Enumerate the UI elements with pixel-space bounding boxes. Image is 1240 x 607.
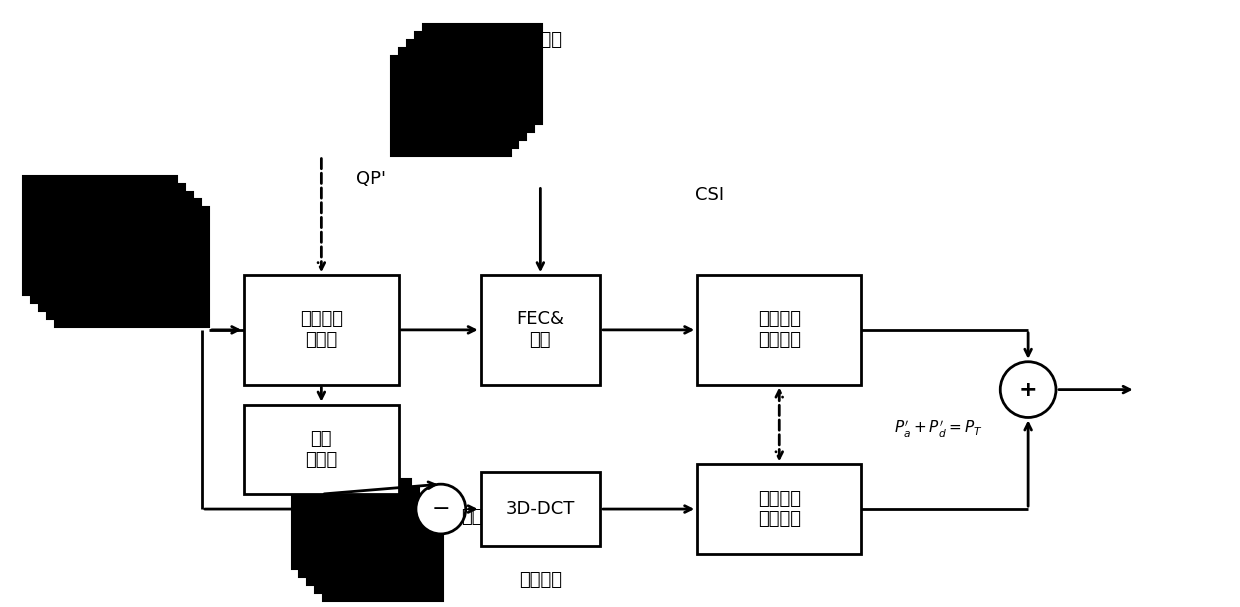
Text: 模拟信号
功率控制: 模拟信号 功率控制 [758, 490, 801, 529]
Bar [31, 183, 185, 303]
Bar [481, 275, 600, 385]
Bar [38, 192, 193, 311]
Text: 数字信号
功率控制: 数字信号 功率控制 [758, 310, 801, 349]
Bar [423, 24, 542, 124]
Text: FEC&
调制: FEC& 调制 [516, 310, 564, 349]
Bar [315, 503, 435, 592]
Bar [697, 275, 862, 385]
Bar [308, 495, 427, 585]
Text: 视频压缩
编码器: 视频压缩 编码器 [300, 310, 343, 349]
Text: QP': QP' [356, 169, 386, 188]
Bar [391, 56, 511, 155]
Text: 模拟编码: 模拟编码 [518, 571, 562, 589]
Text: 残差: 残差 [461, 508, 482, 526]
Bar [22, 175, 177, 295]
Bar [47, 200, 201, 319]
Circle shape [1001, 362, 1056, 418]
Text: 数字编码: 数字编码 [518, 31, 562, 49]
Circle shape [415, 484, 466, 534]
Text: $P_a'+P_d'=P_T$: $P_a'+P_d'=P_T$ [894, 419, 982, 440]
Bar [244, 404, 398, 494]
Text: 视频
解码器: 视频 解码器 [305, 430, 337, 469]
Bar [481, 472, 600, 546]
Bar [300, 487, 419, 577]
Bar [697, 464, 862, 554]
Text: +: + [1019, 379, 1038, 399]
Bar [55, 208, 208, 327]
Text: 3D-DCT: 3D-DCT [506, 500, 575, 518]
Bar [399, 48, 518, 148]
Text: −: − [432, 499, 450, 519]
Bar [407, 40, 527, 140]
Bar [291, 479, 410, 569]
Bar [324, 511, 443, 601]
Text: CSI: CSI [694, 186, 724, 205]
Bar [244, 275, 398, 385]
Bar [415, 32, 534, 132]
